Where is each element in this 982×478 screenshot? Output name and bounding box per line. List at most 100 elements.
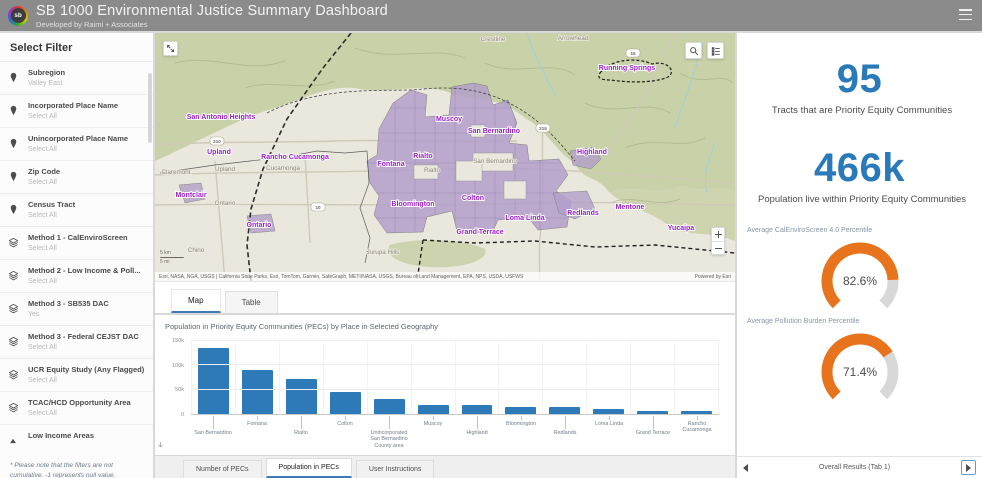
sidebar-scrollbar[interactable] (148, 73, 152, 143)
filter-item[interactable]: Method 3 - SB535 DAC Yes (0, 292, 153, 325)
tab-table[interactable]: Table (224, 291, 278, 313)
map-place-label: Rancho Cucamonga (261, 154, 329, 161)
map-place-label: Claremont (161, 169, 190, 176)
filter-value: Select All (28, 245, 57, 252)
map-place-label: Muscoy (436, 116, 462, 123)
y-tick-label: 0 (180, 412, 184, 418)
map-svg: 210 10 15 215 San Antonio Heights Upland Ranc… (155, 33, 735, 281)
map-scalebar: 5 km 5 mi (160, 250, 184, 265)
filter-item[interactable]: Subregion Valley East (0, 61, 153, 94)
zoom-in-icon[interactable] (712, 228, 724, 241)
map-zoom-control (711, 227, 725, 255)
search-icon[interactable] (685, 42, 702, 59)
filter-value: Select All (28, 113, 57, 120)
filter-item[interactable]: Unincorporated Place Name Select All (0, 127, 153, 160)
tab-map[interactable]: Map (171, 289, 221, 313)
layers-icon (8, 266, 28, 286)
map-place-label: Upland (215, 166, 235, 173)
filter-list: Subregion Valley East Incorporated Place N… (0, 61, 153, 457)
dashboard-bottom-tabs: Number of PECs Population in PECs User Ins… (155, 456, 735, 478)
gauge-section: Average CalEnviroScreen 4.0 Percentile 82… (737, 227, 982, 409)
chart-panel: Population in Priority Equity Communitie… (155, 315, 735, 455)
boundary-line (246, 33, 352, 281)
map-place-label: Chino (188, 247, 205, 254)
bar (549, 406, 581, 414)
map-place-label: Colton (462, 195, 484, 202)
scroll-down-icon[interactable] (157, 435, 164, 453)
powered-by-esri: Powered by Esri (694, 273, 731, 280)
stat-population: 466k Population live within Priority Equ… (737, 146, 982, 205)
x-tick-label: San Bernardino (194, 430, 232, 436)
pin-icon (8, 101, 28, 121)
filter-item[interactable]: TCAC/HCD Opportunity Area Select All (0, 391, 153, 424)
filter-item[interactable]: Incorporated Place Name Select All (0, 94, 153, 127)
map-canvas[interactable]: 210 10 15 215 San Antonio Heights Upland Ranc… (155, 33, 735, 281)
x-tick-label: Muscoy (423, 421, 443, 427)
filter-label: Method 3 - Federal CEJST DAC (28, 332, 139, 341)
y-tick-label: 50k (175, 387, 184, 394)
zoom-out-icon[interactable] (712, 240, 724, 255)
panel-pager: Overall Results (Tab 1) (737, 456, 982, 478)
filter-label: UCR Equity Study (Any Flagged) (28, 365, 145, 374)
filter-value: Select All (28, 410, 57, 417)
bar (417, 404, 449, 414)
y-axis-labels: 0 50k 100k 150k (165, 338, 187, 418)
filter-item[interactable]: Census Tract Select All (0, 193, 153, 226)
filter-value: Select All (28, 212, 57, 219)
tab-population-in-pecs[interactable]: Population in PECs (265, 458, 352, 478)
x-tick-label: Colton (337, 421, 353, 427)
map-place-label: San Bernardino (468, 128, 520, 135)
filter-item[interactable]: Low Income Areas (0, 424, 153, 457)
tab-user-instructions[interactable]: User Instructions (355, 460, 435, 478)
map-place-label: Loma Linda (505, 215, 544, 222)
map-place-label: Crestline (481, 36, 506, 43)
filter-item[interactable]: Method 2 - Low Income & Poll... Select Al… (0, 259, 153, 292)
chart-title: Population in Priority Equity Communitie… (165, 322, 439, 331)
map-panel: 210 10 15 215 San Antonio Heights Upland Ranc… (155, 33, 735, 313)
menu-icon[interactable] (959, 9, 972, 20)
filter-label: Unincorporated Place Name (28, 134, 129, 143)
plot-area (191, 340, 720, 415)
triangle-icon (8, 431, 28, 451)
map-place-label: Upland (207, 149, 231, 156)
filter-value (28, 443, 147, 451)
x-axis-labels: San Bernardino Fontana Rialto Colton Unincor… (191, 416, 719, 449)
filter-value: Select All (28, 179, 57, 186)
expand-icon[interactable] (163, 41, 178, 56)
filter-value: Yes (28, 311, 40, 318)
x-tick-label: Grand Terrace (635, 430, 671, 436)
layers-icon (8, 332, 28, 352)
app-logo-text: sb (10, 8, 26, 23)
x-tick-label: Unincorporated San Bernardino County are… (370, 430, 408, 449)
bar (285, 378, 317, 414)
bar (373, 398, 405, 414)
filter-item[interactable]: UCR Equity Study (Any Flagged) Select All (0, 358, 153, 391)
map-place-label: Rialto (424, 167, 441, 174)
map-place-label: Ontario (247, 222, 272, 229)
tab-number-of-pecs[interactable]: Number of PECs (183, 460, 262, 478)
gauge: 82.6% (737, 236, 982, 318)
layers-icon (8, 233, 28, 253)
legend-icon[interactable] (707, 42, 724, 59)
bar (329, 392, 361, 414)
filter-label: Subregion (28, 68, 66, 77)
map-place-label: Grand Terrace (456, 229, 503, 236)
filter-item[interactable]: Method 1 - CalEnviroScreen Select All (0, 226, 153, 259)
x-tick-label: Rialto (294, 430, 308, 436)
x-tick-label: Fontana (247, 421, 267, 427)
map-place-label: Rialto (413, 153, 432, 160)
filter-value: Select All (28, 146, 57, 153)
y-tick-label: 150k (172, 338, 184, 344)
map-place-label: Fontana (377, 161, 404, 168)
x-tick-label: Redlands (553, 430, 577, 436)
filter-item[interactable]: Method 3 - Federal CEJST DAC Select All (0, 325, 153, 358)
filter-value: Select All (28, 278, 57, 285)
bar (593, 409, 625, 414)
filter-value: Select All (28, 344, 57, 351)
next-page-button[interactable] (961, 460, 976, 475)
map-place-label: Yucaipa (668, 225, 695, 232)
previous-page-icon[interactable] (743, 463, 748, 472)
page-title: SB 1000 Environmental Justice Summary Da… (36, 2, 388, 19)
filter-item[interactable]: Zip Code Select All (0, 160, 153, 193)
bar (461, 405, 493, 414)
